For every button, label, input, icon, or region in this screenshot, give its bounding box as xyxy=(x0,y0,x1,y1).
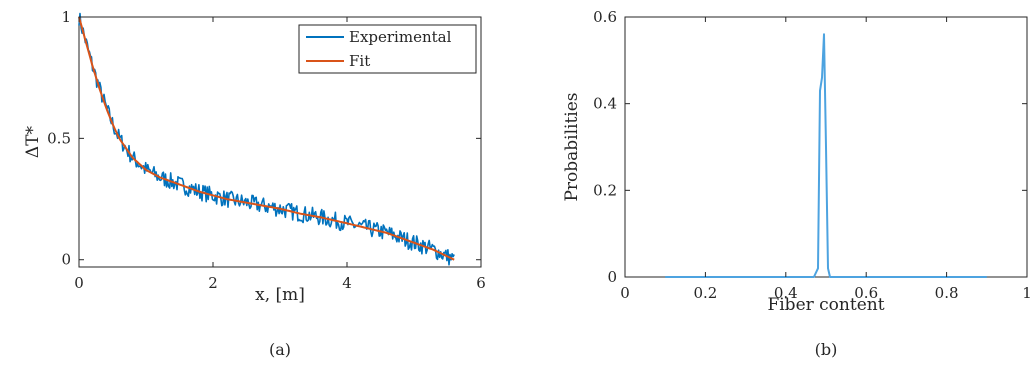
legend-box xyxy=(298,24,477,74)
panel-b-ytick-label: 0.2 xyxy=(593,181,617,199)
panel-b-ytick-label: 0 xyxy=(607,268,617,286)
panel-a-series-fit-line xyxy=(78,16,455,261)
panel-a-xtick-label: 0 xyxy=(74,274,84,292)
panel-b-xtick-label: 0.6 xyxy=(854,284,878,302)
panel-b-ylabel: Probabilities xyxy=(562,92,582,201)
panel-b-caption: (b) xyxy=(815,340,838,359)
panel-b-xtick-label: 1 xyxy=(1022,284,1032,302)
panel-a-xtick-label: 6 xyxy=(476,274,486,292)
panel-a-xlabel: x, [m] xyxy=(255,285,305,305)
panel-a-ylabel: ΔT* xyxy=(23,125,43,158)
panel-a: 0 2 4 6 0 0.5 1 x, [m] ΔT* (a) Experimental Fi… xyxy=(23,8,486,359)
panel-b-ticks: 0 0.2 0.4 0.6 0.8 1 0 0.2 0.4 0.6 xyxy=(593,8,1032,302)
panel-b-xlabel: Fiber content xyxy=(767,295,884,315)
legend-label-fit: Fit xyxy=(349,52,370,70)
panel-a-ytick-label: 1 xyxy=(61,8,71,26)
panel-b-xtick-label: 0.2 xyxy=(693,284,717,302)
panel-a-ticks: 0 2 4 6 0 0.5 1 xyxy=(47,8,486,292)
panel-a-caption: (a) xyxy=(269,340,291,359)
panel-a-ytick-label: 0 xyxy=(61,251,71,269)
panel-b-ytick-label: 0.6 xyxy=(593,8,617,26)
panel-b-series-0-line xyxy=(665,33,987,278)
panel-b-xtick-label: 0 xyxy=(620,284,630,302)
panel-a-ytick-label: 0.5 xyxy=(47,129,71,147)
panel-b-series-group xyxy=(665,33,987,278)
panel-b: 0 0.2 0.4 0.6 0.8 1 0 0.2 0.4 0.6 Fiber content P… xyxy=(562,8,1032,359)
panel-b-xtick-label: 0.4 xyxy=(774,284,798,302)
panel-b-xtick-label: 0.8 xyxy=(935,284,959,302)
panel-a-legend: Experimental Fit xyxy=(298,24,477,74)
panel-a-series-group xyxy=(78,12,455,266)
legend-label-experimental: Experimental xyxy=(349,28,452,46)
panel-a-xtick-label: 4 xyxy=(342,274,352,292)
panel-b-ytick-label: 0.4 xyxy=(593,95,617,113)
panel-a-xtick-label: 2 xyxy=(208,274,218,292)
